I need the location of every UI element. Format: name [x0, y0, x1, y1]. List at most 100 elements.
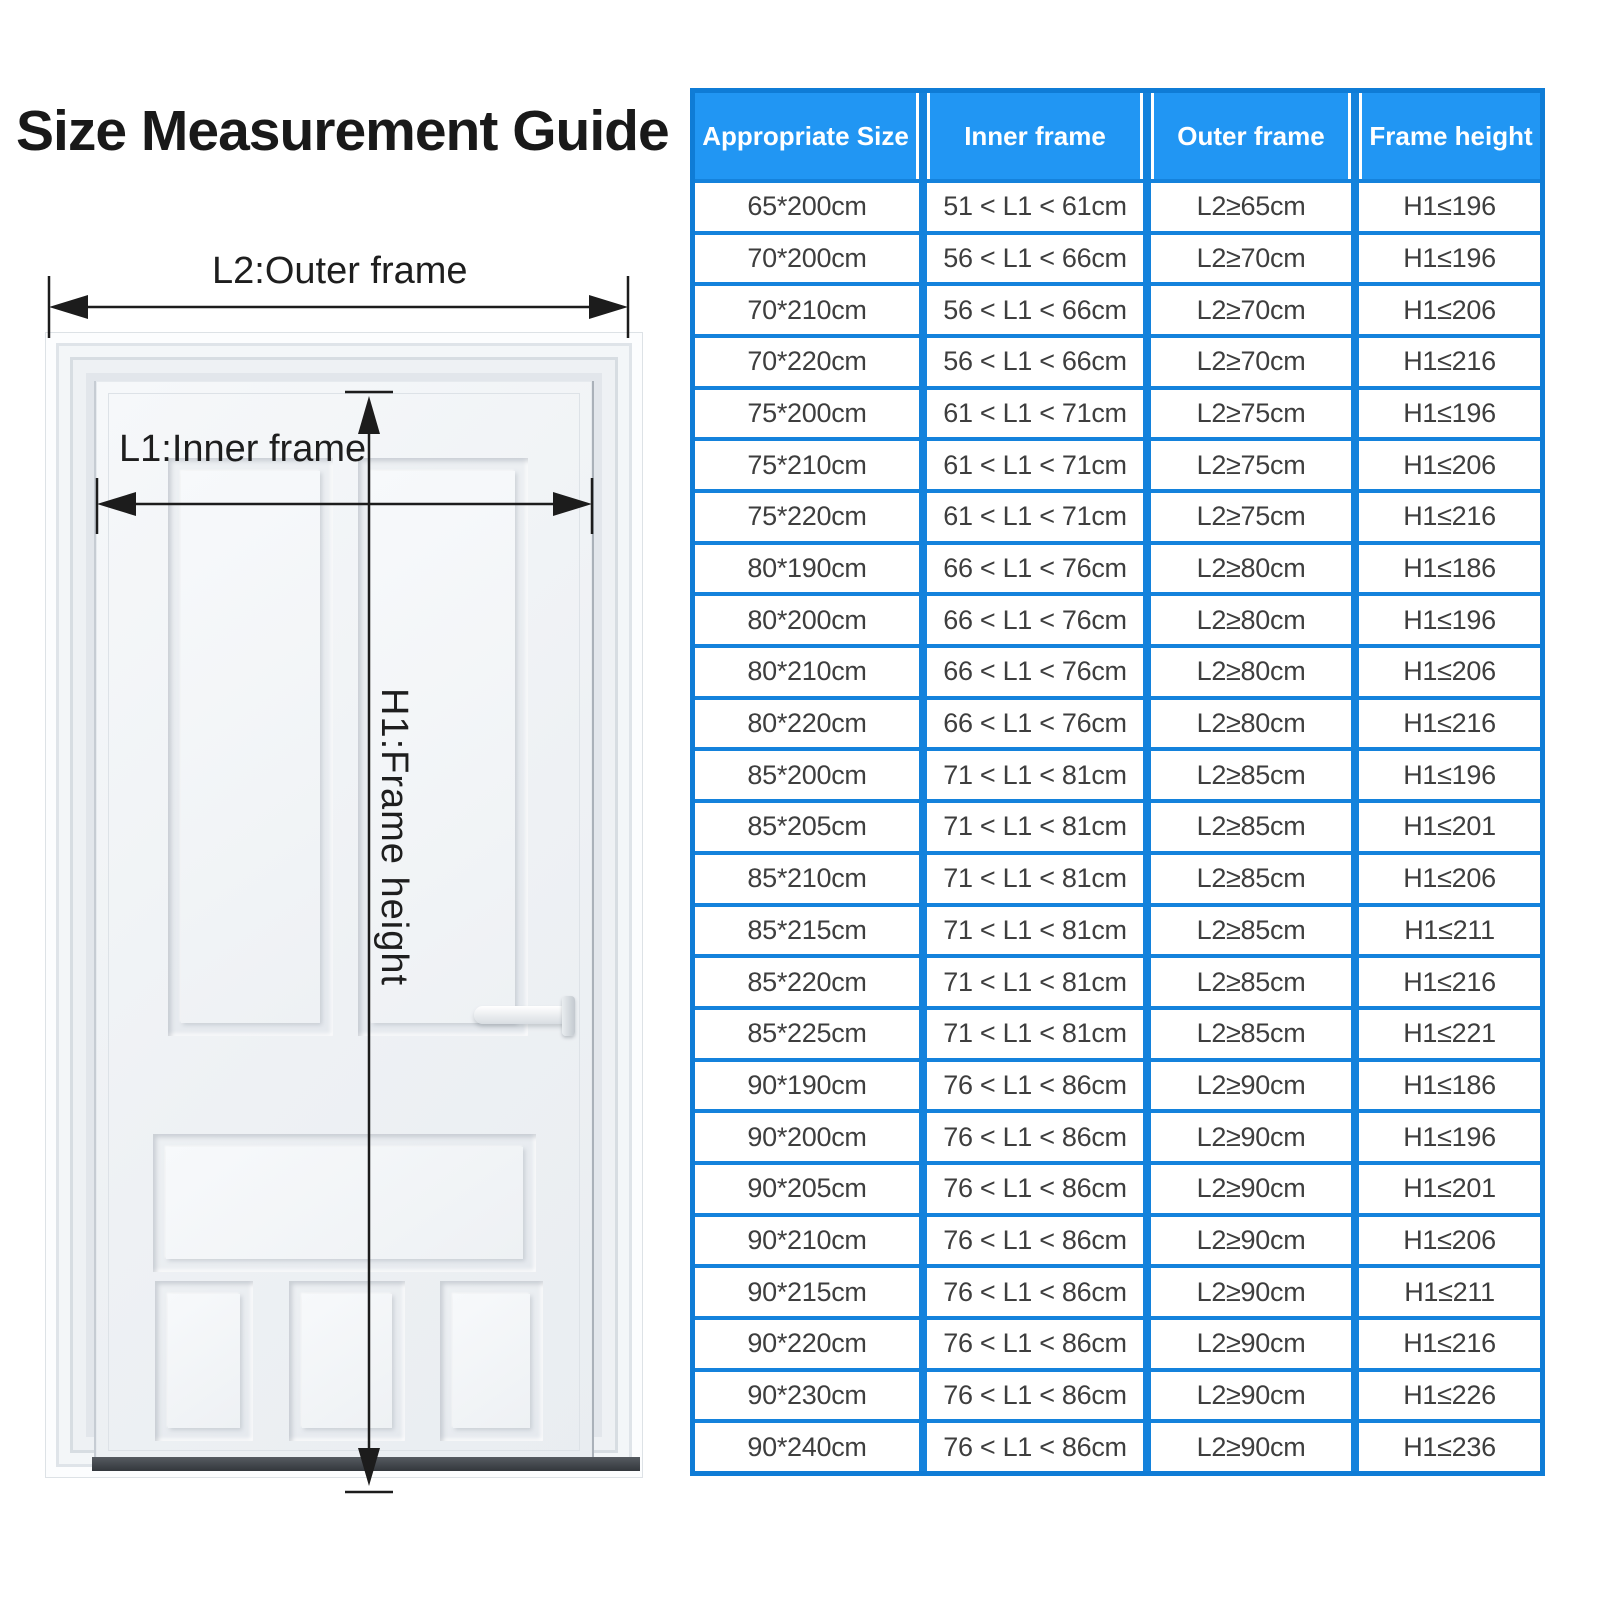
table-cell: H1≤206 — [1359, 648, 1540, 696]
table-cell: 76 < L1 < 86cm — [927, 1113, 1143, 1161]
table-cell: H1≤206 — [1359, 1216, 1540, 1265]
table-cell: H1≤186 — [1359, 544, 1540, 593]
table-cell: L2≥90cm — [1151, 1061, 1351, 1110]
size-table: Appropriate Size Inner frame Outer frame… — [690, 88, 1545, 1476]
table-cell: 71 < L1 < 81cm — [927, 1009, 1143, 1058]
table-cell: 80*220cm — [695, 699, 919, 748]
page-title: Size Measurement Guide — [16, 99, 670, 163]
table-cell: H1≤216 — [1359, 338, 1540, 386]
table-cell: L2≥75cm — [1151, 441, 1351, 490]
table-cell: H1≤216 — [1359, 958, 1540, 1006]
table-cell: 71 < L1 < 81cm — [927, 958, 1143, 1006]
table-cell: 71 < L1 < 81cm — [927, 906, 1143, 955]
door-panel-bottom-2 — [289, 1281, 405, 1441]
table-cell: L2≥65cm — [1151, 183, 1351, 231]
table-cell: L2≥70cm — [1151, 338, 1351, 386]
table-cell: 56 < L1 < 66cm — [927, 338, 1143, 386]
table-cell: H1≤201 — [1359, 1164, 1540, 1213]
table-cell: 90*215cm — [695, 1268, 919, 1316]
table-cell: 90*205cm — [695, 1164, 919, 1213]
table-cell: 70*210cm — [695, 286, 919, 335]
table-cell: 85*210cm — [695, 854, 919, 903]
table-cell: 66 < L1 < 76cm — [927, 699, 1143, 748]
table-cell: 90*220cm — [695, 1319, 919, 1368]
table-cell: H1≤221 — [1359, 1009, 1540, 1058]
table-cell: 90*240cm — [695, 1423, 919, 1471]
table-cell: 90*200cm — [695, 1113, 919, 1161]
table-cell: L2≥90cm — [1151, 1371, 1351, 1420]
table-cell: L2≥70cm — [1151, 286, 1351, 335]
table-cell: L2≥75cm — [1151, 493, 1351, 541]
table-cell: L2≥80cm — [1151, 648, 1351, 696]
table-cell: H1≤206 — [1359, 854, 1540, 903]
table-cell: 85*205cm — [695, 803, 919, 851]
door-panel-middle — [153, 1134, 536, 1272]
table-cell: L2≥90cm — [1151, 1423, 1351, 1471]
table-cell: L2≥85cm — [1151, 958, 1351, 1006]
table-cell: 61 < L1 < 71cm — [927, 493, 1143, 541]
table-cell: 76 < L1 < 86cm — [927, 1164, 1143, 1213]
table-cell: H1≤201 — [1359, 803, 1540, 851]
table-cell: H1≤196 — [1359, 1113, 1540, 1161]
table-cell: 85*215cm — [695, 906, 919, 955]
table-cell: H1≤216 — [1359, 1319, 1540, 1368]
table-header-outer-frame: Outer frame — [1151, 93, 1351, 179]
table-cell: 76 < L1 < 86cm — [927, 1371, 1143, 1420]
table-cell: 76 < L1 < 86cm — [927, 1061, 1143, 1110]
table-header-appropriate-size: Appropriate Size — [695, 93, 919, 179]
door-handle — [474, 1006, 570, 1024]
table-cell: 71 < L1 < 81cm — [927, 854, 1143, 903]
table-cell: H1≤206 — [1359, 441, 1540, 490]
outer-frame-label: L2:Outer frame — [212, 250, 468, 292]
table-cell: 71 < L1 < 81cm — [927, 803, 1143, 851]
table-cell: H1≤236 — [1359, 1423, 1540, 1471]
table-cell: 76 < L1 < 86cm — [927, 1319, 1143, 1368]
table-cell: 70*200cm — [695, 234, 919, 283]
inner-frame-label: L1:Inner frame — [119, 428, 367, 470]
table-cell: L2≥85cm — [1151, 906, 1351, 955]
table-cell: L2≥90cm — [1151, 1164, 1351, 1213]
table-cell: 90*230cm — [695, 1371, 919, 1420]
door-panel-top-left — [168, 458, 333, 1036]
table-cell: 85*220cm — [695, 958, 919, 1006]
table-cell: L2≥85cm — [1151, 1009, 1351, 1058]
table-cell: H1≤186 — [1359, 1061, 1540, 1110]
table-cell: L2≥90cm — [1151, 1216, 1351, 1265]
table-cell: 66 < L1 < 76cm — [927, 648, 1143, 696]
table-cell: 76 < L1 < 86cm — [927, 1216, 1143, 1265]
table-cell: 66 < L1 < 76cm — [927, 596, 1143, 645]
table-cell: 80*210cm — [695, 648, 919, 696]
table-cell: L2≥85cm — [1151, 803, 1351, 851]
table-cell: H1≤196 — [1359, 234, 1540, 283]
table-cell: 76 < L1 < 86cm — [927, 1423, 1143, 1471]
door-slab — [94, 381, 594, 1463]
table-cell: 75*210cm — [695, 441, 919, 490]
table-cell: 61 < L1 < 71cm — [927, 441, 1143, 490]
table-cell: H1≤216 — [1359, 699, 1540, 748]
table-cell: 90*210cm — [695, 1216, 919, 1265]
door-panel-top-right — [358, 458, 528, 1036]
table-header-frame-height: Frame height — [1359, 93, 1540, 179]
table-cell: 71 < L1 < 81cm — [927, 751, 1143, 800]
table-cell: 85*200cm — [695, 751, 919, 800]
door-threshold — [92, 1457, 640, 1471]
table-cell: 80*190cm — [695, 544, 919, 593]
table-cell: 56 < L1 < 66cm — [927, 234, 1143, 283]
table-cell: L2≥80cm — [1151, 699, 1351, 748]
table-cell: 56 < L1 < 66cm — [927, 286, 1143, 335]
door-handle-plate — [562, 996, 575, 1036]
table-cell: 80*200cm — [695, 596, 919, 645]
table-cell: H1≤196 — [1359, 751, 1540, 800]
table-cell: L2≥75cm — [1151, 389, 1351, 438]
frame-height-label: H1:Frame height — [373, 688, 415, 987]
table-cell: L2≥80cm — [1151, 596, 1351, 645]
table-cell: 75*220cm — [695, 493, 919, 541]
table-cell: 75*200cm — [695, 389, 919, 438]
door-panel-bottom-3 — [440, 1281, 543, 1441]
table-cell: 76 < L1 < 86cm — [927, 1268, 1143, 1316]
table-cell: L2≥80cm — [1151, 544, 1351, 593]
table-cell: 85*225cm — [695, 1009, 919, 1058]
table-cell: H1≤196 — [1359, 596, 1540, 645]
table-cell: H1≤196 — [1359, 389, 1540, 438]
table-cell: 70*220cm — [695, 338, 919, 386]
